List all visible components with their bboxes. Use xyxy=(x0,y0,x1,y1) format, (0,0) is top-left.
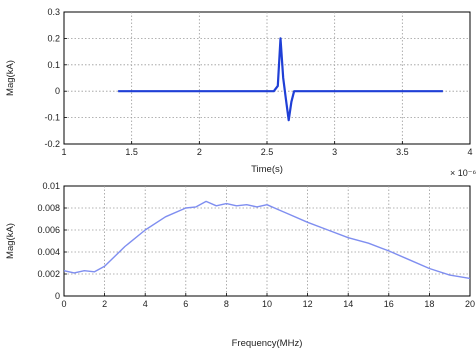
x-tick-label: 2 xyxy=(197,147,202,157)
time-plot-y-label: Mag(kA) xyxy=(5,60,16,96)
x-tick-label: 1 xyxy=(61,147,66,157)
y-tick-label: 0.2 xyxy=(47,33,60,43)
x-tick-label: 0 xyxy=(61,299,66,309)
x-tick-label: 3.5 xyxy=(396,147,409,157)
y-tick-label: 0.006 xyxy=(37,225,60,235)
x-tick-label: 4 xyxy=(143,299,148,309)
time-domain-plot: 1 1.5 2 2.5 3 3.5 4 -0.2 -0.1 0 0.1 0.2 0.3 Time(s)… xyxy=(5,7,476,178)
x-tick-label: 6 xyxy=(183,299,188,309)
y-tick-label: 0 xyxy=(55,291,60,301)
y-tick-label: 0.01 xyxy=(42,181,60,191)
time-plot-x-label: Time(s) xyxy=(251,164,283,175)
y-tick-label: 0.1 xyxy=(47,60,60,70)
y-tick-label: 0.004 xyxy=(37,247,60,257)
x-tick-label: 1.5 xyxy=(125,147,138,157)
series-line xyxy=(63,200,471,280)
x-tick-label: 16 xyxy=(384,299,394,309)
frequency-plot-frame xyxy=(63,185,471,297)
x-tick-label: 10 xyxy=(262,299,272,309)
x-tick-label: 2.5 xyxy=(261,147,274,157)
x-tick-label: 12 xyxy=(303,299,313,309)
x-tick-label: 18 xyxy=(424,299,434,309)
frequency-plot-y-label: Mag(kA) xyxy=(5,223,16,259)
y-tick-label: -0.2 xyxy=(44,139,60,149)
time-plot-x-ticks: 1 1.5 2 2.5 3 3.5 4 xyxy=(61,141,473,157)
frequency-domain-plot: 0 2 4 6 8 10 12 14 16 18 20 00.0020.0040.0060.0080… xyxy=(5,181,475,349)
x-tick-label: 4 xyxy=(467,147,472,157)
time-plot-y-ticks: -0.2 -0.1 0 0.1 0.2 0.3 xyxy=(44,7,67,149)
x-tick-label: 20 xyxy=(465,299,475,309)
series-line xyxy=(118,37,443,122)
x-tick-label: 3 xyxy=(332,147,337,157)
frequency-plot-x-label: Frequency(MHz) xyxy=(232,338,303,349)
x-tick-label: 2 xyxy=(102,299,107,309)
y-tick-label: 0.002 xyxy=(37,269,60,279)
x-tick-label: 14 xyxy=(343,299,353,309)
y-tick-label: 0 xyxy=(55,86,60,96)
y-tick-label: 0.3 xyxy=(47,7,60,17)
time-plot-x-multiplier: × 10⁻⁶ xyxy=(450,168,476,178)
x-tick-label: 8 xyxy=(224,299,229,309)
time-plot-series xyxy=(118,37,443,122)
frequency-plot-x-ticks: 0 2 4 6 8 10 12 14 16 18 20 xyxy=(61,293,475,309)
y-tick-label: -0.1 xyxy=(44,113,60,123)
y-tick-label: 0.008 xyxy=(37,203,60,213)
frequency-plot-grid xyxy=(64,186,470,296)
frequency-plot-y-ticks: 0 0.002 0.004 0.006 0.008 0.01 xyxy=(37,181,67,301)
frequency-plot-series xyxy=(63,200,471,280)
